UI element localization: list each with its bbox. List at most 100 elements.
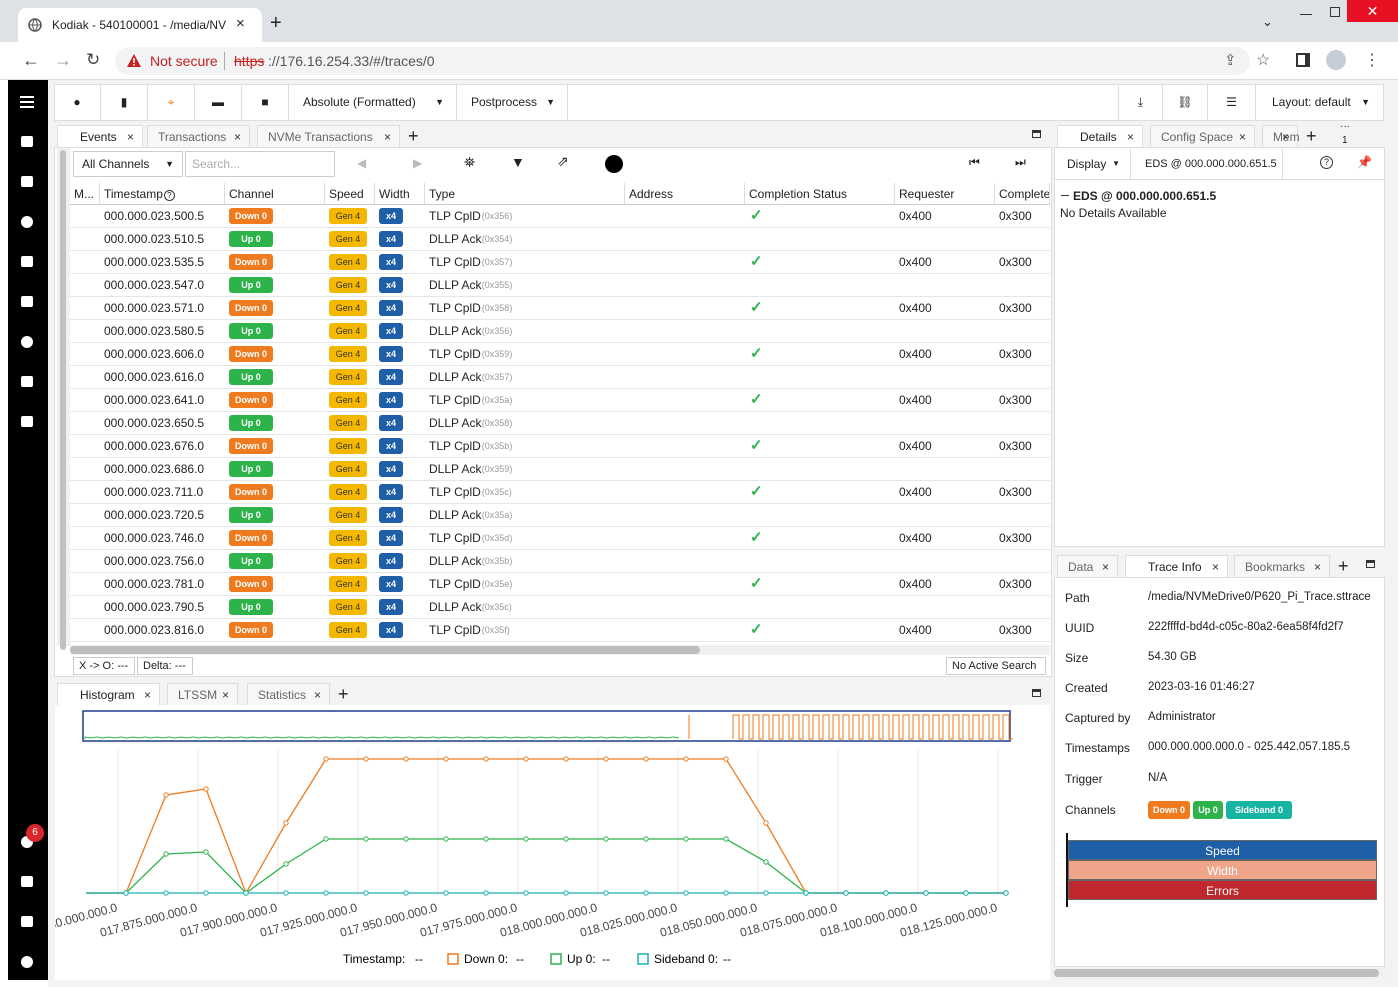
panel-tab[interactable]: Details × — [1057, 125, 1143, 147]
back[interactable]: ← — [22, 50, 40, 70]
add-tab[interactable]: + — [1306, 126, 1317, 146]
sidepanel-icon[interactable] — [1296, 53, 1310, 67]
tab-close[interactable]: × — [1126, 130, 1134, 144]
layout-dropdown[interactable]: Layout: default ▼ — [1272, 95, 1370, 109]
panel-tab[interactable]: LTSSM × — [167, 683, 238, 705]
download-button[interactable]: ⤓ — [1118, 84, 1163, 121]
panel-tab[interactable]: Mem × — [1262, 125, 1300, 147]
tab-close[interactable]: × — [383, 130, 391, 144]
omnibox[interactable] — [115, 47, 1250, 75]
reload[interactable]: ↻ — [86, 50, 101, 69]
table-row[interactable] — [70, 389, 1050, 412]
menu-icon[interactable]: ⋮ — [1364, 52, 1380, 69]
last-button[interactable]: ⏭ — [1015, 155, 1026, 169]
tab-close[interactable]: × — [1101, 560, 1109, 574]
link-button[interactable]: ⛓ — [1163, 84, 1208, 121]
tab-close[interactable]: × — [236, 15, 245, 32]
search-input[interactable]: Search... — [185, 151, 335, 177]
table-row[interactable] — [70, 596, 1050, 619]
panel-tab[interactable]: Statistics × — [247, 683, 330, 705]
tab-close[interactable]: × — [221, 688, 229, 702]
bookmark-star[interactable]: ☆ — [1256, 52, 1271, 69]
tab-close[interactable]: × — [1313, 560, 1321, 574]
browser-tab[interactable] — [18, 8, 262, 42]
tab-search[interactable]: ⌄ — [1262, 14, 1273, 29]
h-scroll-thumb[interactable] — [70, 646, 700, 654]
panel-tab[interactable]: Trace Info × — [1125, 555, 1228, 577]
table-row[interactable] — [70, 458, 1050, 481]
table-row[interactable] — [70, 343, 1050, 366]
panel-tab[interactable]: Config Space × — [1150, 125, 1255, 147]
table-row[interactable] — [70, 435, 1050, 458]
tab-close[interactable]: × — [233, 130, 241, 144]
new-tab[interactable]: + — [270, 12, 282, 34]
filter-button[interactable]: ▼ — [511, 154, 525, 170]
column-header[interactable]: Address — [625, 183, 745, 205]
table-row[interactable] — [70, 573, 1050, 596]
record-button[interactable] — [605, 155, 623, 173]
info-button[interactable]: ● — [54, 84, 101, 121]
h-scroll-thumb[interactable] — [1054, 969, 1379, 977]
panel-tab[interactable]: Events × — [57, 125, 143, 147]
time-format-dropdown[interactable]: Absolute (Formatted) ▼ — [289, 84, 457, 121]
column-header[interactable]: Speed — [325, 183, 375, 205]
add-tab[interactable]: + — [338, 684, 349, 704]
column-header[interactable]: Timestamp? — [100, 183, 225, 205]
panel-tab[interactable]: NVMe Transactions × — [257, 125, 400, 147]
postprocess-dropdown[interactable]: Postprocess ▼ — [457, 84, 568, 121]
help-icon[interactable]: ? — [1320, 156, 1333, 169]
table-row[interactable] — [70, 366, 1050, 389]
forward[interactable]: → — [54, 50, 72, 70]
tab-close[interactable]: × — [313, 688, 321, 702]
minimize[interactable] — [1300, 14, 1312, 15]
panel-maximize[interactable] — [1366, 560, 1375, 568]
panel-maximize[interactable] — [1032, 689, 1041, 697]
help-icon[interactable]: ? — [163, 190, 175, 201]
table-row[interactable] — [70, 412, 1050, 435]
prev-button[interactable]: ◀ — [357, 156, 367, 170]
tab-close[interactable]: × — [126, 130, 134, 144]
maximize[interactable] — [1330, 7, 1340, 17]
find-button[interactable]: ⛯ — [464, 154, 476, 170]
table-row[interactable] — [70, 320, 1050, 343]
column-header[interactable]: M... — [70, 183, 100, 205]
panel-tab[interactable]: Histogram × — [57, 683, 160, 705]
panel-tab[interactable]: Bookmarks × — [1234, 555, 1330, 577]
table-row[interactable] — [70, 274, 1050, 297]
channel-filter[interactable]: All Channels ▼ — [73, 151, 183, 177]
column-header[interactable]: Completion Status — [745, 183, 895, 205]
tab-close[interactable]: × — [143, 688, 151, 702]
list-button[interactable]: ☰ — [1208, 84, 1256, 121]
archive-button[interactable]: ▬ — [195, 84, 242, 121]
column-header[interactable]: Channel — [225, 183, 325, 205]
next-button[interactable]: ▶ — [413, 156, 423, 170]
column-header[interactable]: Width — [375, 183, 425, 205]
panel-maximize[interactable] — [1032, 130, 1041, 138]
display-dropdown[interactable]: Display ▼ — [1057, 149, 1131, 179]
overflow-dots[interactable]: ··· — [1340, 121, 1350, 132]
add-tab[interactable]: + — [1338, 556, 1349, 576]
column-header[interactable]: Complete — [995, 183, 1050, 205]
profile-icon[interactable] — [1326, 50, 1346, 70]
tab-close[interactable]: × — [1211, 560, 1219, 574]
table-row[interactable] — [70, 297, 1050, 320]
bookmark-button[interactable]: ▮ — [101, 84, 148, 121]
pin-icon[interactable]: 📌 — [1357, 155, 1372, 169]
table-row[interactable] — [70, 251, 1050, 274]
panel-tab[interactable]: Transactions × — [147, 125, 250, 147]
tab-close[interactable]: × — [1281, 130, 1289, 144]
table-row[interactable] — [70, 205, 1050, 228]
target-button[interactable]: ⌖ — [148, 84, 195, 121]
v-scroll-thumb[interactable] — [60, 150, 66, 650]
table-row[interactable] — [70, 228, 1050, 251]
table-row[interactable] — [70, 550, 1050, 573]
panel-tab[interactable]: Data × — [1057, 555, 1118, 577]
add-tab[interactable]: + — [408, 126, 419, 146]
column-header[interactable]: Requester — [895, 183, 995, 205]
table-row[interactable] — [70, 619, 1050, 642]
close-window[interactable]: ✕ — [1347, 0, 1398, 22]
export-button[interactable]: ⇗ — [557, 153, 569, 169]
table-row[interactable] — [70, 481, 1050, 504]
table-row[interactable] — [70, 527, 1050, 550]
column-header[interactable]: Type — [425, 183, 625, 205]
